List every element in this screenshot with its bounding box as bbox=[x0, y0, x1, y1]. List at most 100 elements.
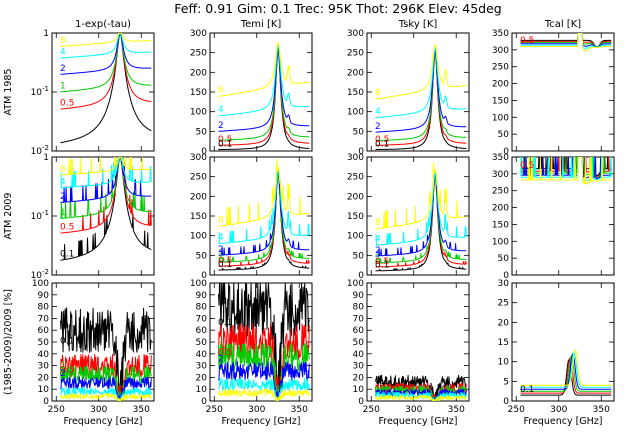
series-label-0-1: 0.1 bbox=[218, 260, 232, 270]
series-label-0-1: 0.1 bbox=[218, 139, 232, 149]
y-tick-label: 0 bbox=[201, 271, 207, 281]
series-line-0-1 bbox=[218, 283, 310, 399]
column-title-1-exp-tau: 1-exp(-tau) bbox=[75, 19, 131, 30]
series-label-8: 8 bbox=[375, 218, 381, 228]
series-label-2: 2 bbox=[218, 121, 224, 131]
series-label-0-1: 0.1 bbox=[60, 249, 74, 259]
y-tick-label: 1 bbox=[43, 29, 49, 39]
y-tick-label: 20 bbox=[38, 373, 50, 383]
y-tick-label: 100 bbox=[347, 279, 364, 289]
y-tick-label: 50 bbox=[196, 338, 208, 348]
y-tick-label: 10-2 bbox=[31, 268, 49, 281]
y-tick-label: 100 bbox=[347, 108, 364, 118]
panel-1985-2009-2009-tcal-k: 250 300 350 0 5 10 15 20 25 30 0.1 Frequency [GHz] bbox=[498, 279, 615, 427]
y-tick-label: 300 bbox=[492, 46, 509, 56]
y-tick-label: 250 bbox=[492, 187, 509, 197]
x-tick-label: 300 bbox=[405, 405, 422, 415]
panel-1985-2009-2009-1-exp-tau: 250 300 35001020304050607080901000.10.512F… bbox=[32, 279, 155, 427]
series-label-2: 2 bbox=[375, 122, 381, 132]
row-label-atm-1985: ATM 1985 bbox=[3, 69, 14, 116]
series-label-1: 1 bbox=[375, 253, 381, 263]
y-tick-label: 300 bbox=[190, 29, 207, 39]
y-tick-label: 50 bbox=[353, 127, 365, 137]
y-tick-label: 50 bbox=[353, 338, 365, 348]
series-label-2: 2 bbox=[218, 245, 224, 255]
series-label-2: 2 bbox=[60, 64, 66, 74]
y-tick-label: 30 bbox=[38, 362, 50, 372]
series-line-2 bbox=[60, 33, 152, 75]
y-tick-label: 90 bbox=[38, 291, 50, 301]
y-tick-label: 200 bbox=[190, 68, 207, 78]
x-tick-label: 250 bbox=[508, 405, 525, 415]
y-tick-label: 300 bbox=[347, 29, 364, 39]
series-line-0-5 bbox=[375, 51, 467, 146]
column-title-tsky-k: Tsky [K] bbox=[398, 19, 438, 30]
y-tick-label: 350 bbox=[492, 153, 509, 163]
panel-frame bbox=[511, 32, 615, 152]
y-tick-label: 50 bbox=[196, 127, 208, 137]
series-label-0-5: 0.5 bbox=[520, 161, 534, 171]
series-line-1 bbox=[60, 157, 152, 219]
panel-1985-2009-2009-temi-k: 250 300 35001020304050607080901000.10.512F… bbox=[190, 279, 313, 427]
series-line-4 bbox=[60, 387, 152, 401]
series-label-0-5: 0.5 bbox=[218, 135, 232, 145]
y-tick-label: 10-2 bbox=[31, 144, 49, 157]
column-title-tcal-k: Tcal [K] bbox=[544, 19, 581, 30]
x-tick-label: 350 bbox=[291, 405, 308, 415]
y-tick-label: 30 bbox=[498, 279, 510, 289]
series-label-8: 8 bbox=[375, 88, 381, 98]
y-tick-label: 50 bbox=[353, 251, 365, 261]
y-tick-label: 300 bbox=[492, 170, 509, 180]
series-line-8 bbox=[520, 33, 612, 51]
y-tick-label: 20 bbox=[196, 373, 208, 383]
series-label-4: 4 bbox=[60, 48, 66, 58]
series-label-4: 4 bbox=[218, 233, 224, 243]
series-line-0-5 bbox=[218, 49, 310, 146]
row-label-1985-2009-2009: (1985-2009)/2009 [%] bbox=[3, 289, 14, 395]
x-axis-label: Frequency [GHz] bbox=[63, 416, 142, 427]
panel-atm-1985-1-exp-tau: 10-2 10-1 1 0.5 1 2 4 8 bbox=[31, 29, 155, 157]
series-label-4: 4 bbox=[60, 178, 66, 188]
y-tick-label: 60 bbox=[196, 326, 208, 336]
panel-atm-1985-tsky-k: 0 50 100 150 200 250 300 0.10.5 2 4 8 bbox=[347, 29, 470, 157]
y-tick-label: 0 bbox=[358, 271, 364, 281]
series-line-8 bbox=[375, 162, 467, 230]
series-line-1 bbox=[218, 172, 310, 263]
series-line-0-1 bbox=[375, 52, 467, 151]
y-tick-label: 20 bbox=[353, 373, 365, 383]
series-line-1 bbox=[218, 48, 310, 141]
y-tick-label: 10-1 bbox=[31, 85, 49, 98]
y-tick-label: 100 bbox=[492, 237, 509, 247]
series-label-8: 8 bbox=[218, 215, 224, 225]
series-label-1: 1 bbox=[60, 208, 66, 218]
panel-atm-2009-tcal-k: 0 50 100 150 200 250 300 350 0.5 bbox=[492, 153, 615, 281]
y-tick-label: 250 bbox=[190, 173, 207, 183]
y-tick-label: 250 bbox=[190, 49, 207, 59]
panel-atm-1985-temi-k: 0 50 100 150 200 250 300 0.10.5 2 4 8 bbox=[190, 29, 313, 157]
y-tick-label: 0 bbox=[503, 397, 509, 407]
y-tick-label: 70 bbox=[196, 314, 208, 324]
series-label-2: 2 bbox=[60, 369, 66, 379]
y-tick-label: 70 bbox=[353, 314, 365, 324]
y-tick-label: 250 bbox=[347, 49, 364, 59]
x-tick-label: 250 bbox=[363, 405, 380, 415]
y-tick-label: 350 bbox=[492, 29, 509, 39]
y-tick-label: 1 bbox=[43, 153, 49, 163]
series-line-2 bbox=[60, 376, 152, 401]
series-line-4 bbox=[218, 169, 310, 245]
series-line-0-5 bbox=[375, 175, 467, 268]
series-line-0-1 bbox=[375, 175, 467, 272]
y-tick-label: 250 bbox=[347, 173, 364, 183]
x-tick-label: 250 bbox=[206, 405, 223, 415]
series-line-0-5 bbox=[60, 157, 152, 234]
y-tick-label: 25 bbox=[498, 299, 509, 309]
series-label-0-1: 0.1 bbox=[375, 377, 389, 387]
y-tick-label: 100 bbox=[347, 232, 364, 242]
y-tick-label: 100 bbox=[32, 279, 49, 289]
series-line-4 bbox=[375, 47, 467, 119]
y-tick-label: 200 bbox=[347, 192, 364, 202]
series-label-4: 4 bbox=[375, 235, 381, 245]
series-line-8 bbox=[60, 157, 152, 176]
series-label-0-1: 0.1 bbox=[375, 261, 389, 271]
